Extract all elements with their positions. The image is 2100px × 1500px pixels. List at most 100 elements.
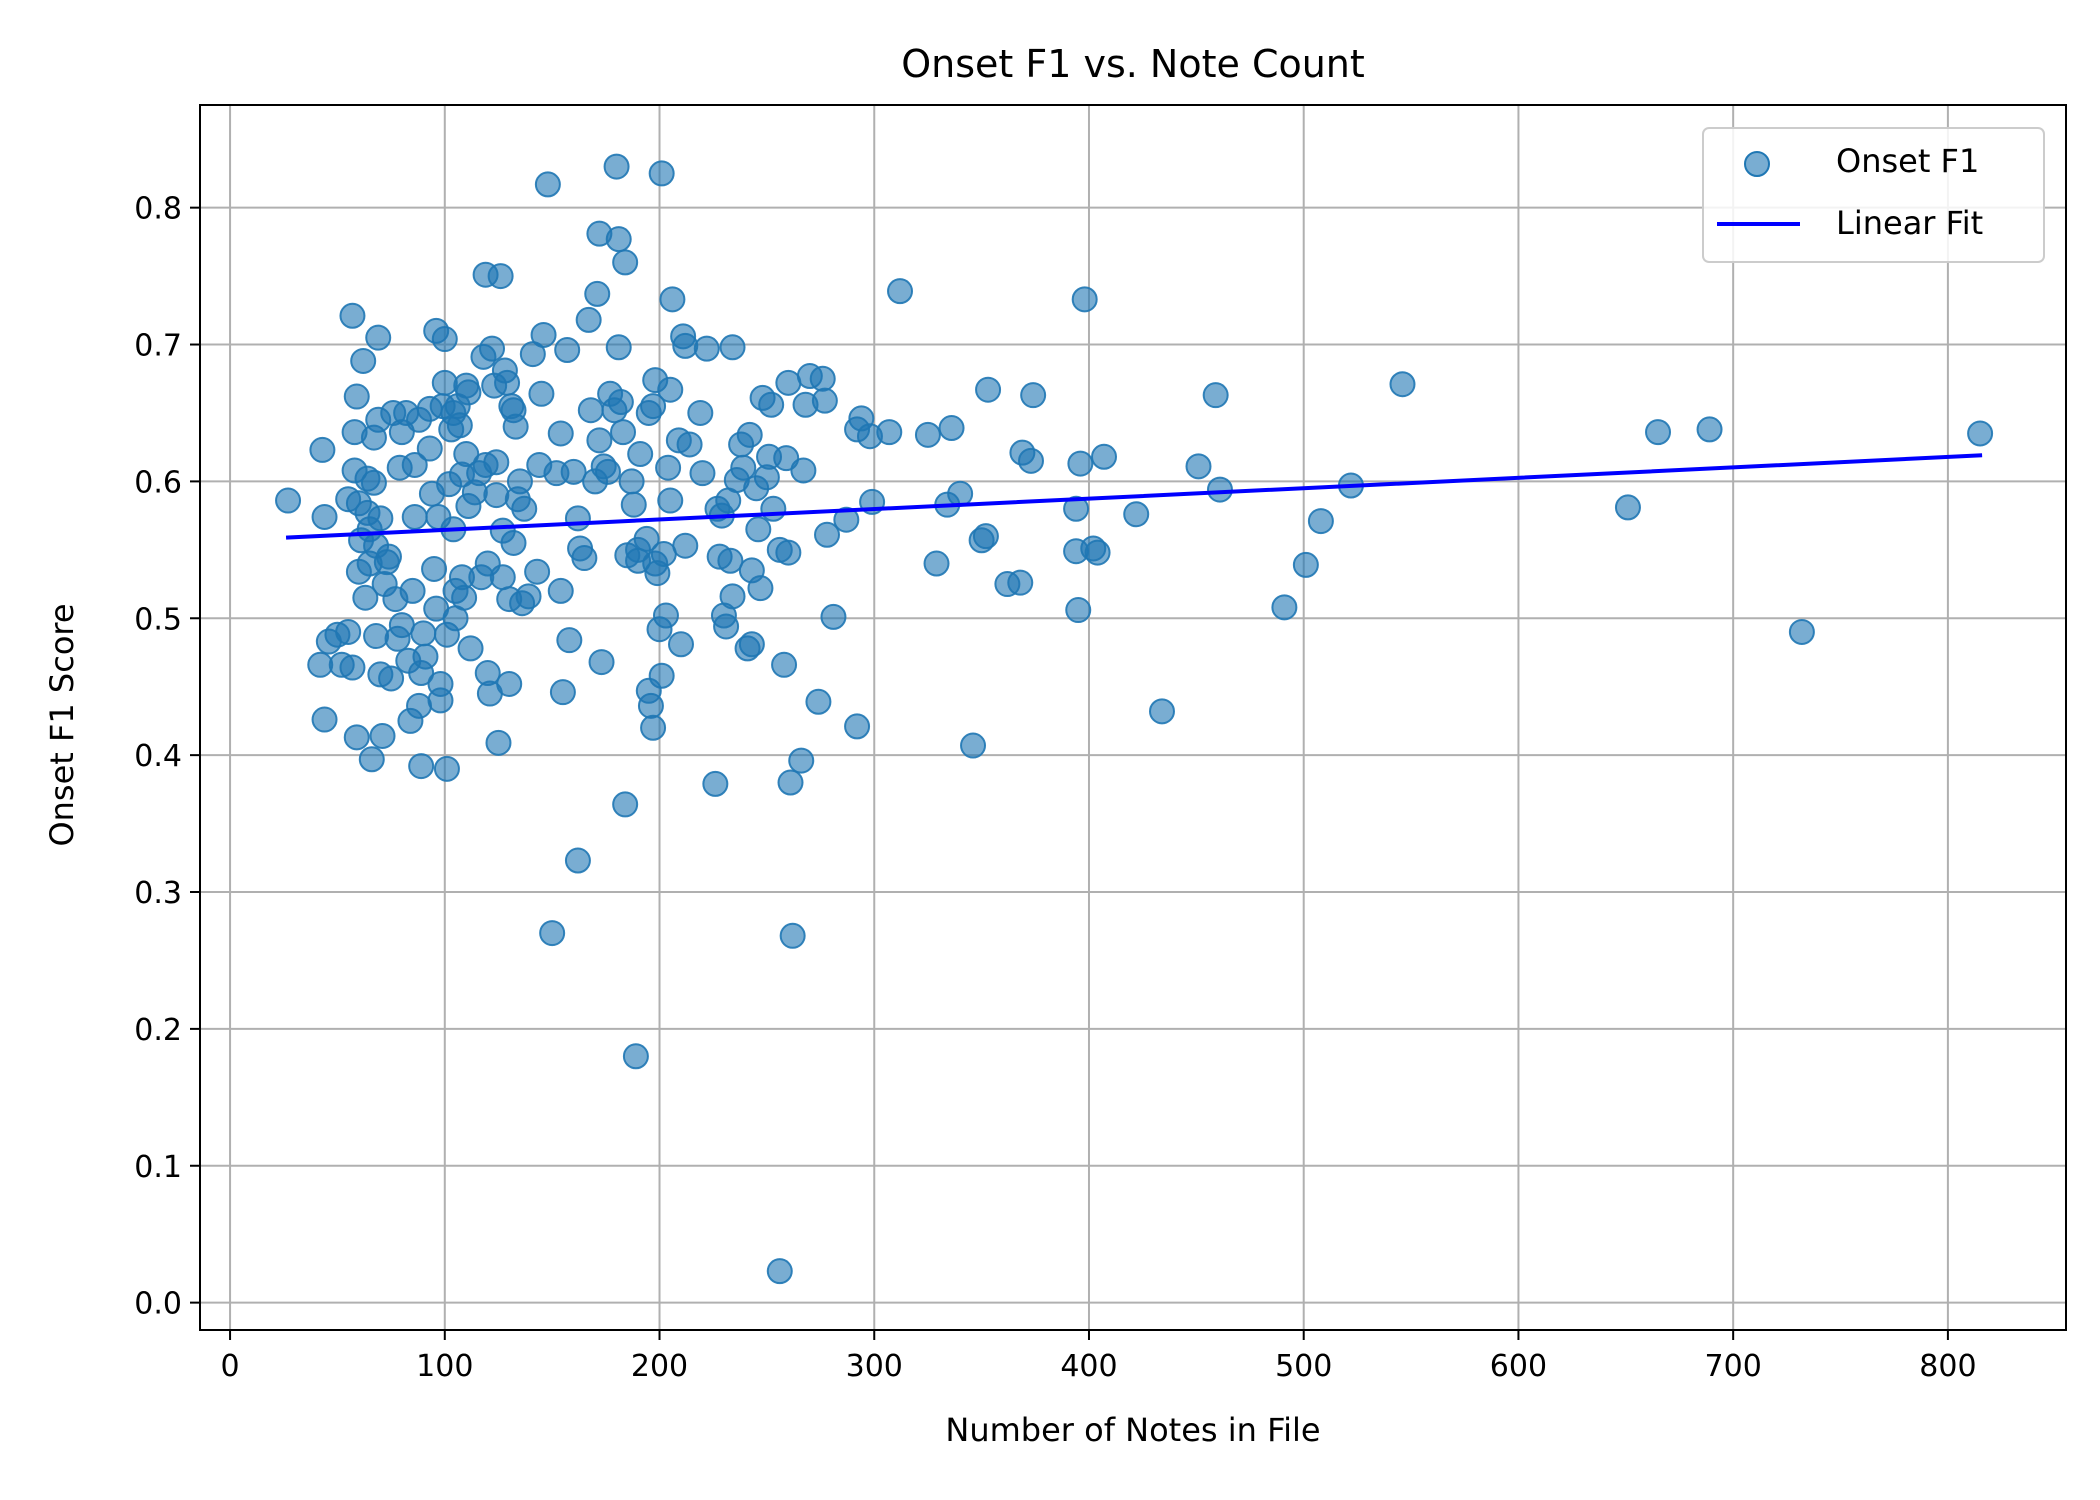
scatter-point [554, 337, 581, 363]
scatter-point [1067, 450, 1094, 477]
linear-fit-line [285, 453, 1983, 540]
scatter-point [311, 706, 338, 733]
legend: Onset F1 Linear Fit [1702, 127, 2045, 263]
scatter-point [360, 469, 387, 496]
scatter-point [487, 263, 514, 290]
scatter-point [421, 555, 448, 582]
scatter-point [375, 543, 402, 570]
scatter-point [652, 602, 679, 629]
scatter-point [577, 397, 604, 424]
scatter-point [719, 583, 746, 610]
scatter-point [1307, 508, 1334, 535]
scatter-point [914, 421, 941, 448]
scatter-point [528, 380, 555, 407]
scatter-point [515, 583, 542, 610]
scatter-point [887, 278, 914, 305]
scatter-point [1071, 286, 1098, 313]
scatter-point [335, 618, 362, 645]
scatter-point [771, 651, 798, 678]
scatter-point [811, 387, 838, 414]
scatter-point [1007, 569, 1034, 596]
scatter-point [612, 791, 639, 818]
scatter-point [363, 623, 390, 650]
scatter-point [790, 457, 817, 484]
scatter-point [427, 687, 454, 714]
chart-title: Onset F1 vs. Note Count [901, 42, 1365, 86]
scatter-point [809, 365, 836, 392]
scatter-point [530, 321, 557, 348]
scatter-point [923, 550, 950, 577]
scatter-point [738, 631, 765, 658]
scatter-point [408, 753, 435, 780]
scatter-point [575, 306, 602, 333]
scatter-point [564, 505, 591, 532]
y-tick-label: 0.5 [134, 602, 182, 637]
y-tick-label: 0.4 [134, 739, 182, 774]
y-tick-label: 0.3 [134, 876, 182, 911]
scatter-point [719, 334, 746, 361]
scatter-point [556, 627, 583, 654]
scatter-point [1123, 501, 1150, 528]
scatter-point [650, 540, 677, 567]
scatter-point [612, 249, 639, 276]
x-tick-label: 500 [1275, 1349, 1332, 1384]
scatter-point [627, 441, 654, 468]
scatter-point [489, 564, 516, 591]
scatter-point [350, 347, 377, 374]
x-tick-label: 400 [1060, 1349, 1117, 1384]
scatter-point [1206, 476, 1233, 503]
scatter-point [1967, 420, 1994, 447]
legend-box [1702, 127, 2045, 263]
scatter-point [667, 631, 694, 658]
scatter-point [844, 713, 871, 740]
scatter-point [369, 722, 396, 749]
scatter-point [339, 302, 366, 329]
scatter-point [620, 491, 647, 518]
scatter-point [412, 643, 439, 670]
scatter-point [1788, 618, 1815, 645]
scatter-point [1084, 539, 1111, 566]
scatter-point [766, 1258, 793, 1285]
scatter-point [972, 523, 999, 550]
scatter-point [702, 770, 729, 797]
scatter-point [648, 662, 675, 689]
scatter-point [1185, 453, 1212, 480]
x-tick-label: 100 [416, 1349, 473, 1384]
scatter-point [605, 226, 632, 253]
y-tick-label: 0.2 [134, 1013, 182, 1048]
scatter-point [693, 335, 720, 362]
scatter-point [777, 769, 804, 796]
scatter-point [1292, 551, 1319, 578]
scatter-point [343, 383, 370, 410]
legend-label-onset-f1: Onset F1 [1836, 142, 1979, 180]
x-tick-label: 800 [1919, 1349, 1976, 1384]
y-tick-label: 0.1 [134, 1150, 182, 1185]
x-axis-label: Number of Notes in File [945, 1411, 1320, 1449]
scatter-point [775, 369, 802, 396]
scatter-point [1148, 698, 1175, 725]
scatter-point [457, 635, 484, 662]
y-axis-ticks: 0.0 0.1 0.2 0.3 0.4 0.5 0.6 0.7 0.8 [134, 192, 200, 1322]
legend-marker-onset-f1 [1744, 151, 1770, 177]
scatter-point [1389, 371, 1416, 398]
scatter-point [534, 171, 561, 198]
x-axis-ticks: 0 100 200 300 400 500 600 700 800 [221, 1330, 1977, 1384]
scatter-point [960, 732, 987, 759]
scatter-point [365, 324, 392, 351]
scatter-point [689, 460, 716, 487]
scatter-point [1065, 597, 1092, 624]
scatter-point [672, 332, 699, 359]
scatter-point [713, 613, 740, 640]
y-tick-label: 0.7 [134, 329, 182, 364]
scatter-point [1271, 594, 1298, 621]
scatter-point [730, 454, 757, 481]
grid-lines [200, 105, 2066, 1330]
linear-fit-layer [285, 453, 1983, 540]
scatter-point [736, 421, 763, 448]
scatter-point [676, 431, 703, 458]
scatter-point [603, 153, 630, 180]
scatter-point [760, 495, 787, 522]
y-tick-label: 0.0 [134, 1287, 182, 1322]
scatter-point [511, 495, 538, 522]
scatter-point [655, 454, 682, 481]
